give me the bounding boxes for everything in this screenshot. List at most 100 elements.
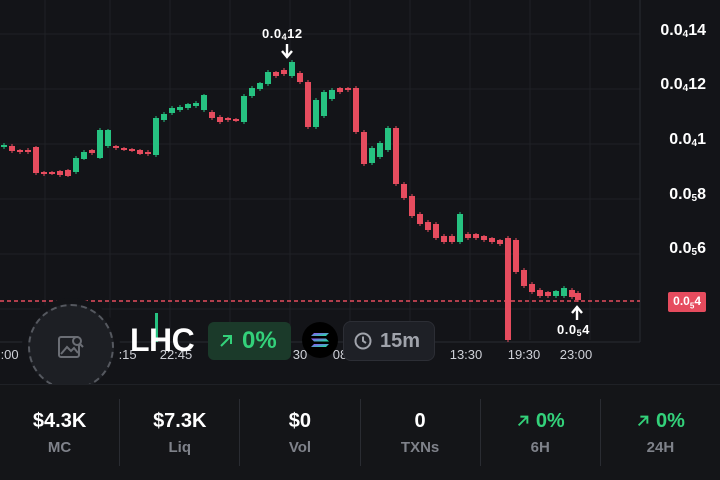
candle-body bbox=[457, 214, 463, 242]
solana-chain-icon bbox=[302, 322, 338, 358]
stat-liquidity: $7.3K Liq bbox=[119, 399, 239, 466]
candle-body bbox=[289, 62, 295, 76]
image-search-icon bbox=[58, 336, 84, 358]
stat-market-cap: $4.3K MC bbox=[0, 399, 119, 466]
candle-body bbox=[185, 104, 191, 108]
candle-body bbox=[113, 146, 119, 148]
token-stats-bar: $4.3K MC $7.3K Liq $0 Vol 0 TXNs 0% 6H 0… bbox=[0, 384, 720, 480]
candle-body bbox=[489, 238, 495, 242]
candle-body bbox=[65, 170, 71, 176]
candle-body bbox=[497, 240, 503, 244]
price-change-badge: 0% bbox=[208, 322, 291, 360]
candle-body bbox=[401, 184, 407, 198]
stat-label: Liq bbox=[168, 438, 192, 456]
stat-value: $0 bbox=[288, 409, 312, 432]
candle-body bbox=[513, 240, 519, 272]
candle-body bbox=[305, 82, 311, 127]
token-ticker: LHC bbox=[130, 322, 195, 358]
candle-body bbox=[321, 92, 327, 116]
candle-body bbox=[57, 171, 63, 175]
candle-body bbox=[129, 149, 135, 151]
stat-transactions: 0 TXNs bbox=[359, 399, 480, 466]
high-price-annotation: 0.0412 bbox=[262, 26, 303, 42]
candle-body bbox=[81, 152, 87, 159]
candle-body bbox=[201, 95, 207, 110]
stat-change-24h: 0% 24H bbox=[599, 399, 720, 466]
candle-body bbox=[409, 196, 415, 216]
candle-body bbox=[193, 103, 199, 106]
candle-body bbox=[257, 83, 263, 89]
interval-selector[interactable]: 15m bbox=[343, 321, 436, 361]
stat-value: 0% bbox=[516, 410, 565, 433]
candle-body bbox=[17, 150, 23, 152]
current-price-tag: 0.054 bbox=[668, 292, 706, 313]
time-axis-label: 30 bbox=[292, 347, 308, 362]
stat-value: $7.3K bbox=[153, 409, 207, 432]
price-axis-label: 0.056 bbox=[669, 240, 706, 258]
time-axis-label: 23:00 bbox=[559, 347, 593, 362]
candle-body bbox=[417, 214, 423, 224]
candle-body bbox=[9, 146, 15, 151]
candle-body bbox=[449, 236, 455, 242]
price-axis-label: 0.0412 bbox=[660, 76, 706, 94]
candle-body bbox=[49, 172, 55, 174]
arrow-up-right-icon bbox=[220, 335, 232, 347]
candle-body bbox=[537, 290, 543, 296]
time-axis-label: 19:30 bbox=[507, 347, 541, 362]
candle-body bbox=[297, 73, 303, 82]
time-axis-label: 22:45 bbox=[159, 347, 193, 362]
stat-label: MC bbox=[47, 438, 72, 456]
candlestick-chart[interactable] bbox=[0, 0, 720, 368]
price-axis-label: 0.0414 bbox=[660, 22, 706, 40]
stat-change-6h: 0% 6H bbox=[479, 399, 600, 466]
candle-body bbox=[575, 293, 581, 300]
candle-body bbox=[393, 128, 399, 184]
candle-body bbox=[145, 152, 151, 154]
candle-body bbox=[505, 238, 511, 340]
down-arrow-icon bbox=[281, 44, 293, 59]
up-arrow-icon bbox=[571, 305, 583, 320]
candle-body bbox=[137, 150, 143, 154]
candle-body bbox=[1, 145, 7, 147]
candle-body bbox=[569, 290, 575, 297]
token-avatar-upload[interactable] bbox=[28, 304, 114, 390]
candle-body bbox=[89, 150, 95, 153]
candle-body bbox=[353, 88, 359, 132]
candle-body bbox=[329, 90, 335, 99]
clock-icon bbox=[354, 332, 372, 350]
candle-body bbox=[545, 292, 551, 296]
candle-body bbox=[41, 172, 47, 174]
candle-body bbox=[529, 284, 535, 292]
candle-body bbox=[161, 114, 167, 120]
stat-label: 24H bbox=[646, 438, 675, 456]
candle-body bbox=[481, 236, 487, 240]
candle-body bbox=[249, 88, 255, 96]
candle-body bbox=[361, 132, 367, 164]
low-price-annotation: 0.054 bbox=[557, 322, 590, 338]
candle-body bbox=[209, 112, 215, 118]
stat-value: 0% bbox=[636, 410, 685, 433]
candle-body bbox=[121, 148, 127, 150]
price-axis-label: 0.041 bbox=[669, 131, 706, 149]
candle-body bbox=[177, 107, 183, 110]
candle-body bbox=[385, 128, 391, 150]
stat-label: Vol bbox=[288, 438, 312, 456]
candle-body bbox=[33, 147, 39, 173]
candle-body bbox=[73, 158, 79, 172]
price-chart[interactable]: 0.0414 0.0412 0.041 0.058 0.056 0.054 0.… bbox=[0, 0, 720, 368]
candle-body bbox=[521, 270, 527, 286]
candle-body bbox=[233, 119, 239, 121]
stat-value: $4.3K bbox=[32, 409, 87, 432]
candle-body bbox=[465, 234, 471, 238]
candle-body bbox=[377, 143, 383, 157]
time-axis-label: 13:30 bbox=[449, 347, 483, 362]
candle-body bbox=[473, 234, 479, 238]
candle-body bbox=[553, 291, 559, 296]
price-axis-label: 0.058 bbox=[669, 186, 706, 204]
candle-body bbox=[153, 118, 159, 155]
candle-body bbox=[561, 288, 567, 296]
candle-body bbox=[241, 96, 247, 122]
arrow-up-right-icon bbox=[517, 415, 529, 427]
candle-body bbox=[217, 117, 223, 122]
candle-body bbox=[25, 150, 31, 152]
